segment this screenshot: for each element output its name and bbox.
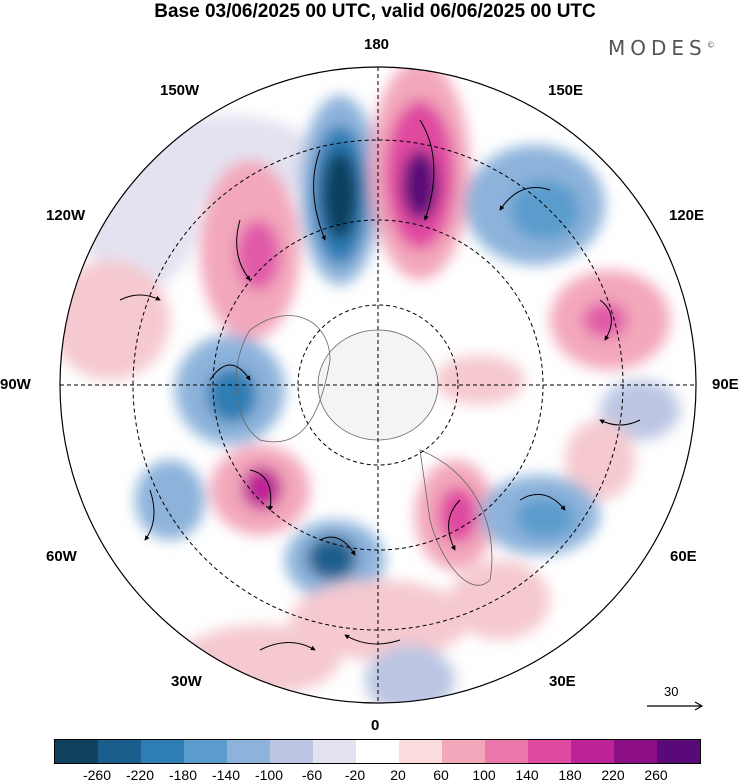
colorbar-tick-label: -260 xyxy=(82,767,112,783)
lon-label-120w: 120W xyxy=(46,207,86,224)
colorbar-swatch xyxy=(399,740,442,763)
reference-vector-arrow xyxy=(647,701,704,711)
colorbar-tick-label: -100 xyxy=(254,767,284,783)
lon-label-90e: 90E xyxy=(712,376,739,393)
colorbar-tick-label: 60 xyxy=(433,767,449,783)
colorbar-swatch xyxy=(55,740,98,763)
graticule xyxy=(60,67,696,703)
colorbar-tick-label: -180 xyxy=(168,767,198,783)
lon-label-90w: 90W xyxy=(0,376,31,393)
colorbar-tick-label: -140 xyxy=(211,767,241,783)
lon-label-0: 0 xyxy=(371,717,380,734)
map-title: Base 03/06/2025 00 UTC, valid 06/06/2025… xyxy=(154,1,596,22)
colorbar-swatch xyxy=(270,740,313,763)
colorbar-tick-label: 140 xyxy=(515,767,539,783)
colorbar-swatch xyxy=(227,740,270,763)
colorbar-swatch xyxy=(184,740,227,763)
lon-label-150w: 150W xyxy=(160,82,200,99)
colorbar-tick-label: 100 xyxy=(472,767,496,783)
anomaly-field xyxy=(60,67,696,703)
copyright-mark: © xyxy=(706,40,715,50)
colorbar-swatch xyxy=(141,740,184,763)
lon-label-30w: 30W xyxy=(171,673,202,690)
colorbar-tick-label: 180 xyxy=(558,767,582,783)
colorbar-swatch xyxy=(528,740,571,763)
colorbar-swatch xyxy=(485,740,528,763)
colorbar-swatch xyxy=(356,740,399,763)
colorbar-tick-label: -60 xyxy=(301,767,323,783)
anomaly-shading xyxy=(60,67,680,703)
colorbar-swatch xyxy=(614,740,657,763)
lon-label-180: 180 xyxy=(364,36,390,53)
brand-text: MODES xyxy=(608,36,707,60)
lon-label-120e: 120E xyxy=(669,207,705,224)
modes-logo: MODES© xyxy=(608,36,715,60)
colorbar xyxy=(54,739,701,764)
lon-label-150e: 150E xyxy=(548,82,584,99)
lon-label-60e: 60E xyxy=(670,548,697,565)
lon-label-60w: 60W xyxy=(46,548,77,565)
colorbar-swatch xyxy=(313,740,356,763)
colorbar-tick-label: 20 xyxy=(390,767,406,783)
colorbar-tick-label: -220 xyxy=(125,767,155,783)
colorbar-tick-label: 220 xyxy=(601,767,625,783)
colorbar-tick-label: 260 xyxy=(644,767,668,783)
colorbar-swatch xyxy=(657,740,700,763)
reference-vector-label: 30 xyxy=(664,684,679,699)
lon-label-30e: 30E xyxy=(549,673,576,690)
colorbar-swatch xyxy=(571,740,614,763)
colorbar-swatch xyxy=(442,740,485,763)
colorbar-tick-label: -20 xyxy=(344,767,366,783)
colorbar-swatch xyxy=(98,740,141,763)
wind-vectors xyxy=(119,119,641,651)
